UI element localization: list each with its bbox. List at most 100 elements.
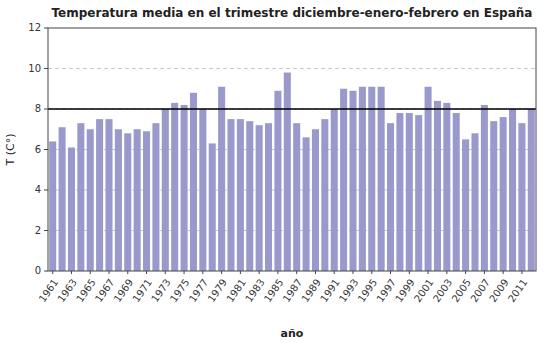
x-tick-label: 1991 (318, 277, 342, 304)
x-tick-label: 1983 (243, 277, 267, 304)
bar (500, 117, 507, 271)
bar (256, 125, 263, 271)
bar (96, 119, 103, 271)
x-tick-label: 1961 (37, 277, 61, 304)
bar (396, 113, 403, 271)
bar (77, 123, 84, 271)
bar (434, 101, 441, 271)
x-tick (90, 271, 91, 274)
x-tick-label: 1969 (112, 277, 136, 304)
x-tick-label: 2003 (431, 277, 455, 304)
x-tick-label: 1985 (262, 277, 286, 304)
x-tick-label: 2011 (506, 277, 530, 304)
x-tick (465, 271, 466, 274)
bars (48, 73, 536, 271)
bar (349, 91, 356, 271)
bar (387, 123, 394, 271)
y-tick-label: 0 (35, 265, 41, 276)
bar (218, 87, 225, 271)
y-tick-label: 10 (28, 63, 41, 74)
x-tick (184, 271, 185, 274)
bar (171, 103, 178, 271)
x-tick (371, 271, 372, 274)
x-tick (315, 271, 316, 274)
bar (462, 139, 469, 271)
x-tick (71, 271, 72, 274)
y-tick (44, 271, 48, 272)
bar (303, 137, 310, 271)
x-tick-label: 1999 (393, 277, 417, 304)
bar (490, 121, 497, 271)
bar (87, 129, 94, 271)
x-tick (146, 271, 147, 274)
y-tick-label: 2 (35, 225, 41, 236)
x-tick (240, 271, 241, 274)
bar (406, 113, 413, 271)
bar (368, 87, 375, 271)
grid-line (48, 68, 536, 69)
plot-frame (48, 28, 536, 271)
y-tick (44, 230, 48, 231)
bar (481, 105, 488, 271)
bar (227, 119, 234, 271)
bar (471, 133, 478, 271)
x-tick-label: 1973 (149, 277, 173, 304)
y-tick (44, 28, 48, 29)
x-tick (390, 271, 391, 274)
x-tick (409, 271, 410, 274)
x-tick (202, 271, 203, 274)
bar (209, 143, 216, 271)
bar (265, 123, 272, 271)
x-tick (165, 271, 166, 274)
y-tick-label: 8 (35, 103, 41, 114)
x-tick-label: 1981 (224, 277, 248, 304)
bar (312, 129, 319, 271)
bar (340, 89, 347, 271)
bar (284, 73, 291, 271)
x-tick (109, 271, 110, 274)
y-tick-label: 12 (28, 22, 41, 33)
bar (246, 121, 253, 271)
bar (378, 87, 385, 271)
x-tick-label: 1965 (74, 277, 98, 304)
bar (152, 123, 159, 271)
bar (115, 129, 122, 271)
bar (199, 109, 206, 271)
chart: 0246810121961196319651967196919711973197… (0, 0, 550, 343)
bar (237, 119, 244, 271)
title: Temperatura media en el trimestre diciem… (52, 6, 533, 20)
x-tick (127, 271, 128, 274)
x-tick (221, 271, 222, 274)
bar (190, 93, 197, 271)
chart-container: 0246810121961196319651967196919711973197… (0, 0, 550, 343)
x-tick-label: 2007 (468, 277, 492, 304)
x-tick-label: 1989 (299, 277, 323, 304)
y-tick-label: 4 (35, 184, 41, 195)
bar (181, 105, 188, 271)
bar (293, 123, 300, 271)
x-tick-label: 2009 (487, 277, 511, 304)
y-tick (44, 149, 48, 150)
bar (415, 115, 422, 271)
bar (509, 109, 516, 271)
bar (518, 123, 525, 271)
y-axis-label: T (C°) (4, 134, 17, 167)
x-axis-label: año (281, 327, 304, 340)
bar (425, 87, 432, 271)
x-tick (521, 271, 522, 274)
x-tick-label: 1963 (55, 277, 79, 304)
bar (359, 87, 366, 271)
x-tick (353, 271, 354, 274)
x-tick-label: 1993 (337, 277, 361, 304)
x-tick (484, 271, 485, 274)
bar (105, 119, 112, 271)
reference-line (48, 108, 536, 110)
bar (274, 91, 281, 271)
bar (134, 129, 141, 271)
x-tick-label: 1979 (206, 277, 230, 304)
x-tick (259, 271, 260, 274)
x-tick-label: 2001 (412, 277, 436, 304)
bar (143, 131, 150, 271)
grid-line (48, 109, 536, 110)
x-tick (277, 271, 278, 274)
